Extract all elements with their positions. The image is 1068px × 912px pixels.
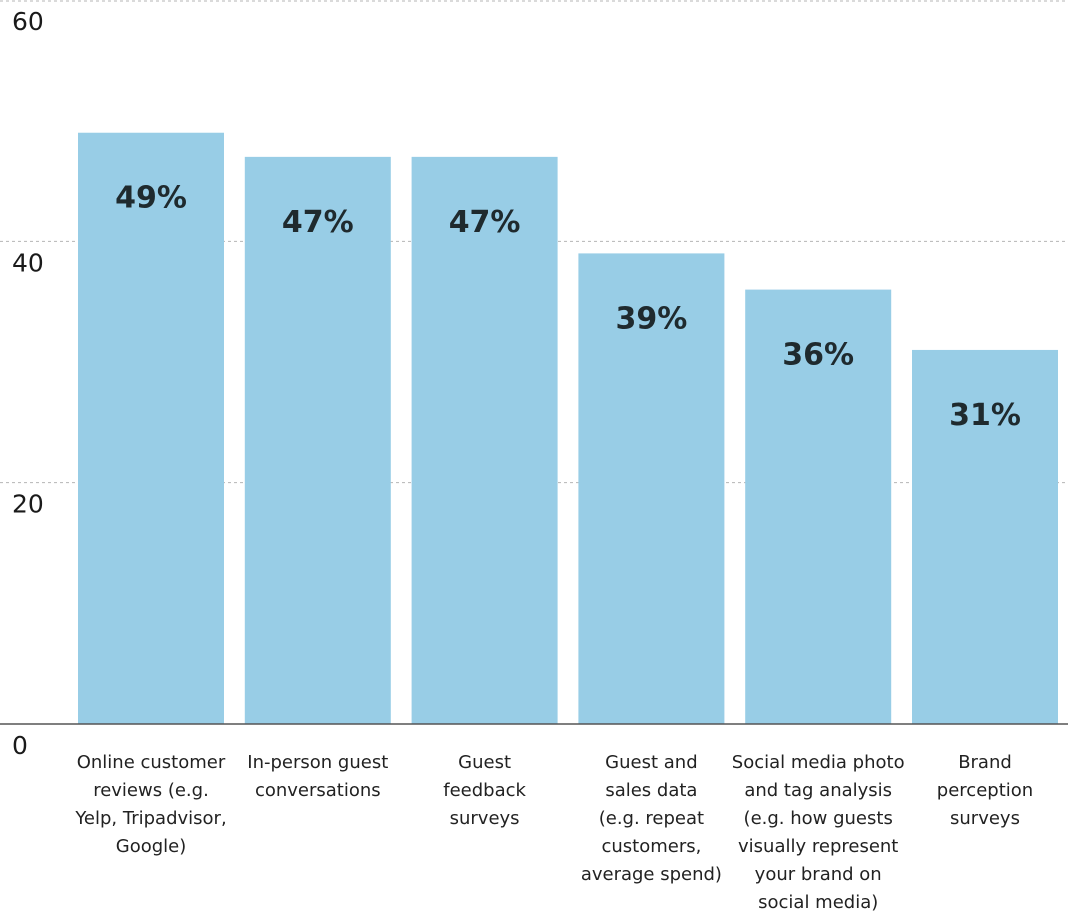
x-category-label: Guest feedback surveys <box>443 752 526 829</box>
bar <box>78 132 224 724</box>
x-category-label: Brand perception surveys <box>937 752 1033 829</box>
bar-value-label: 47% <box>449 205 521 240</box>
x-category-label: Social media photo and tag analysis (e.g. … <box>732 752 905 912</box>
bar <box>912 349 1058 724</box>
bar <box>745 289 892 724</box>
y-tick-label: 40 <box>12 248 44 277</box>
bar <box>411 156 558 724</box>
y-tick-label: 60 <box>12 7 44 36</box>
bar <box>578 253 725 724</box>
bar <box>244 156 391 724</box>
y-tick-label: 20 <box>12 490 44 519</box>
bar-value-label: 31% <box>949 398 1021 433</box>
x-category-label: Online customer reviews (e.g. Yelp, Tripad… <box>74 752 226 857</box>
bar-value-label: 47% <box>282 205 354 240</box>
x-category-label: In-person guest conversations <box>247 752 388 801</box>
y-tick-label: 0 <box>12 731 28 760</box>
bars <box>78 132 1058 724</box>
labels: 0 20 40 60 49% Online customer reviews (e.g. Ye… <box>12 7 1033 912</box>
bar-value-label: 49% <box>115 181 187 216</box>
bar-value-label: 36% <box>782 338 854 373</box>
bar-value-label: 39% <box>615 301 687 336</box>
x-category-label: Guest and sales data (e.g. repeat customers… <box>581 752 722 885</box>
